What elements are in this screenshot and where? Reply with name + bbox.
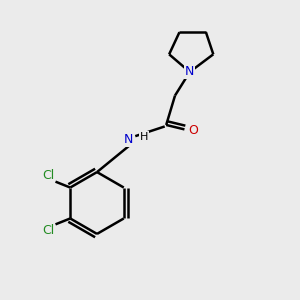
Text: N: N [124, 133, 133, 146]
Text: Cl: Cl [42, 224, 54, 237]
Text: H: H [140, 132, 148, 142]
Text: O: O [188, 124, 198, 137]
Text: N: N [185, 65, 194, 79]
Text: Cl: Cl [42, 169, 54, 182]
